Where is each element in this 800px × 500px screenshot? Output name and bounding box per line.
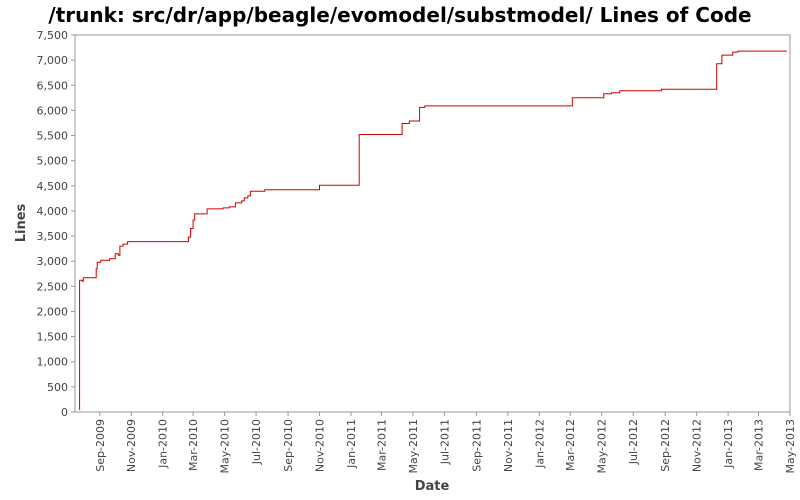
x-tick-label: May-2013	[784, 419, 797, 474]
y-tick-label: 1,500	[37, 331, 69, 344]
x-tick-label: Mar-2013	[753, 419, 766, 471]
series-line-lines-of-code	[79, 50, 787, 410]
y-tick-label: 4,000	[37, 205, 69, 218]
plot-area	[74, 34, 791, 413]
x-tick-label: Nov-2009	[125, 419, 138, 472]
chart-title: /trunk: src/dr/app/beagle/evomodel/subst…	[48, 3, 751, 27]
y-tick-label: 5,000	[37, 155, 69, 168]
y-tick-label: 7,000	[37, 54, 69, 67]
x-tick-label: Jul-2012	[627, 419, 640, 465]
x-tick-label: Mar-2010	[187, 419, 200, 471]
x-tick-label: May-2012	[596, 419, 609, 474]
x-tick-label: Mar-2012	[564, 419, 577, 471]
x-tick-label: Sep-2010	[282, 419, 295, 472]
x-tick-label: Nov-2010	[314, 419, 327, 472]
y-tick-label: 6,000	[37, 104, 69, 117]
y-tick-label: 2,500	[37, 280, 69, 293]
y-tick-label: 4,500	[37, 180, 69, 193]
x-tick-label: Sep-2012	[659, 419, 672, 472]
x-tick-label: Sep-2011	[470, 419, 483, 472]
x-tick-label: Jul-2010	[250, 419, 263, 465]
y-tick-label: 3,000	[37, 255, 69, 268]
y-tick-label: 3,500	[37, 230, 69, 243]
y-tick-label: 500	[47, 381, 68, 394]
y-tick-label: 6,500	[37, 79, 69, 92]
y-tick-label: 2,000	[37, 305, 69, 318]
y-tick-label: 7,500	[37, 29, 69, 42]
x-tick-label: Mar-2011	[375, 419, 388, 471]
x-tick-label: May-2010	[219, 419, 232, 474]
y-tick-label: 1,000	[37, 356, 69, 369]
y-axis-title: Lines	[14, 203, 29, 242]
y-tick-label: 0	[61, 406, 68, 419]
x-tick-label: Nov-2012	[691, 419, 704, 472]
x-tick-label: Nov-2011	[502, 419, 515, 472]
x-tick-label: Jan-2011	[345, 419, 358, 469]
x-tick-label: Jan-2010	[157, 419, 170, 469]
x-tick-label: Jan-2012	[533, 419, 546, 469]
x-axis: Sep-2009 Nov-2009 Jan-2010 Mar-2010 May-2010…	[94, 412, 797, 474]
y-axis: 0 500 1,000 1,500 2,000 2,500 3,000 3,500 4,000 4…	[37, 29, 75, 419]
x-tick-label: Jan-2013	[722, 419, 735, 469]
x-axis-title: Date	[415, 479, 450, 494]
y-tick-label: 5,500	[37, 130, 69, 143]
x-tick-label: May-2011	[407, 419, 420, 474]
x-tick-label: Jul-2011	[438, 419, 451, 465]
x-tick-label: Sep-2009	[94, 419, 107, 472]
